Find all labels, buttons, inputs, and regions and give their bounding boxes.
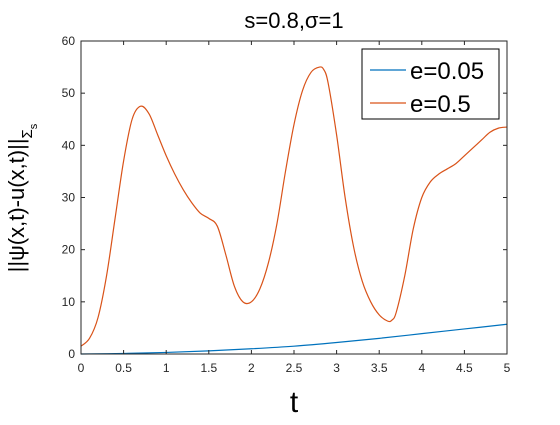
x-tick-label: 0 — [78, 361, 85, 375]
x-tick-label: 0.5 — [115, 361, 132, 375]
x-tick-label: 5 — [504, 361, 511, 375]
y-tick-label: 60 — [62, 34, 76, 48]
legend-label-e-0-5: e=0.5 — [410, 91, 471, 118]
series-line-e-0-05 — [80, 323, 508, 355]
y-tick-label: 30 — [62, 191, 76, 205]
series-line-e-0-5 — [80, 66, 508, 347]
y-tick-label: 0 — [68, 347, 75, 361]
legend-box — [361, 48, 500, 120]
y-tick-label: 50 — [62, 86, 76, 100]
x-tick-label: 1 — [163, 361, 170, 375]
y-tick-label: 20 — [62, 243, 76, 257]
y-tick-label: 10 — [62, 295, 76, 309]
legend-label-e-0-05: e=0.05 — [410, 58, 484, 85]
y-tick-label: 40 — [62, 138, 76, 152]
x-tick-label: 4 — [418, 361, 425, 375]
x-tick-label: 2 — [248, 361, 255, 375]
chart-title: s=0.8,σ=1 — [244, 8, 343, 33]
y-axis-label-subscript: Σ — [19, 129, 36, 138]
x-tick-label: 2.5 — [286, 361, 303, 375]
y-axis-label-main: ||ψ(x,t)-u(x,t)|| — [4, 138, 29, 272]
y-axis-label: ||ψ(x,t)-u(x,t)||Σs — [4, 123, 40, 272]
x-tick-label: 3 — [333, 361, 340, 375]
x-axis-label: t — [290, 386, 299, 419]
x-tick-label: 1.5 — [200, 361, 217, 375]
legend: e=0.05 e=0.5 — [361, 48, 500, 120]
y-axis-label-subsubscript: s — [28, 123, 40, 129]
x-tick-label: 4.5 — [456, 361, 473, 375]
x-tick-label: 3.5 — [371, 361, 388, 375]
